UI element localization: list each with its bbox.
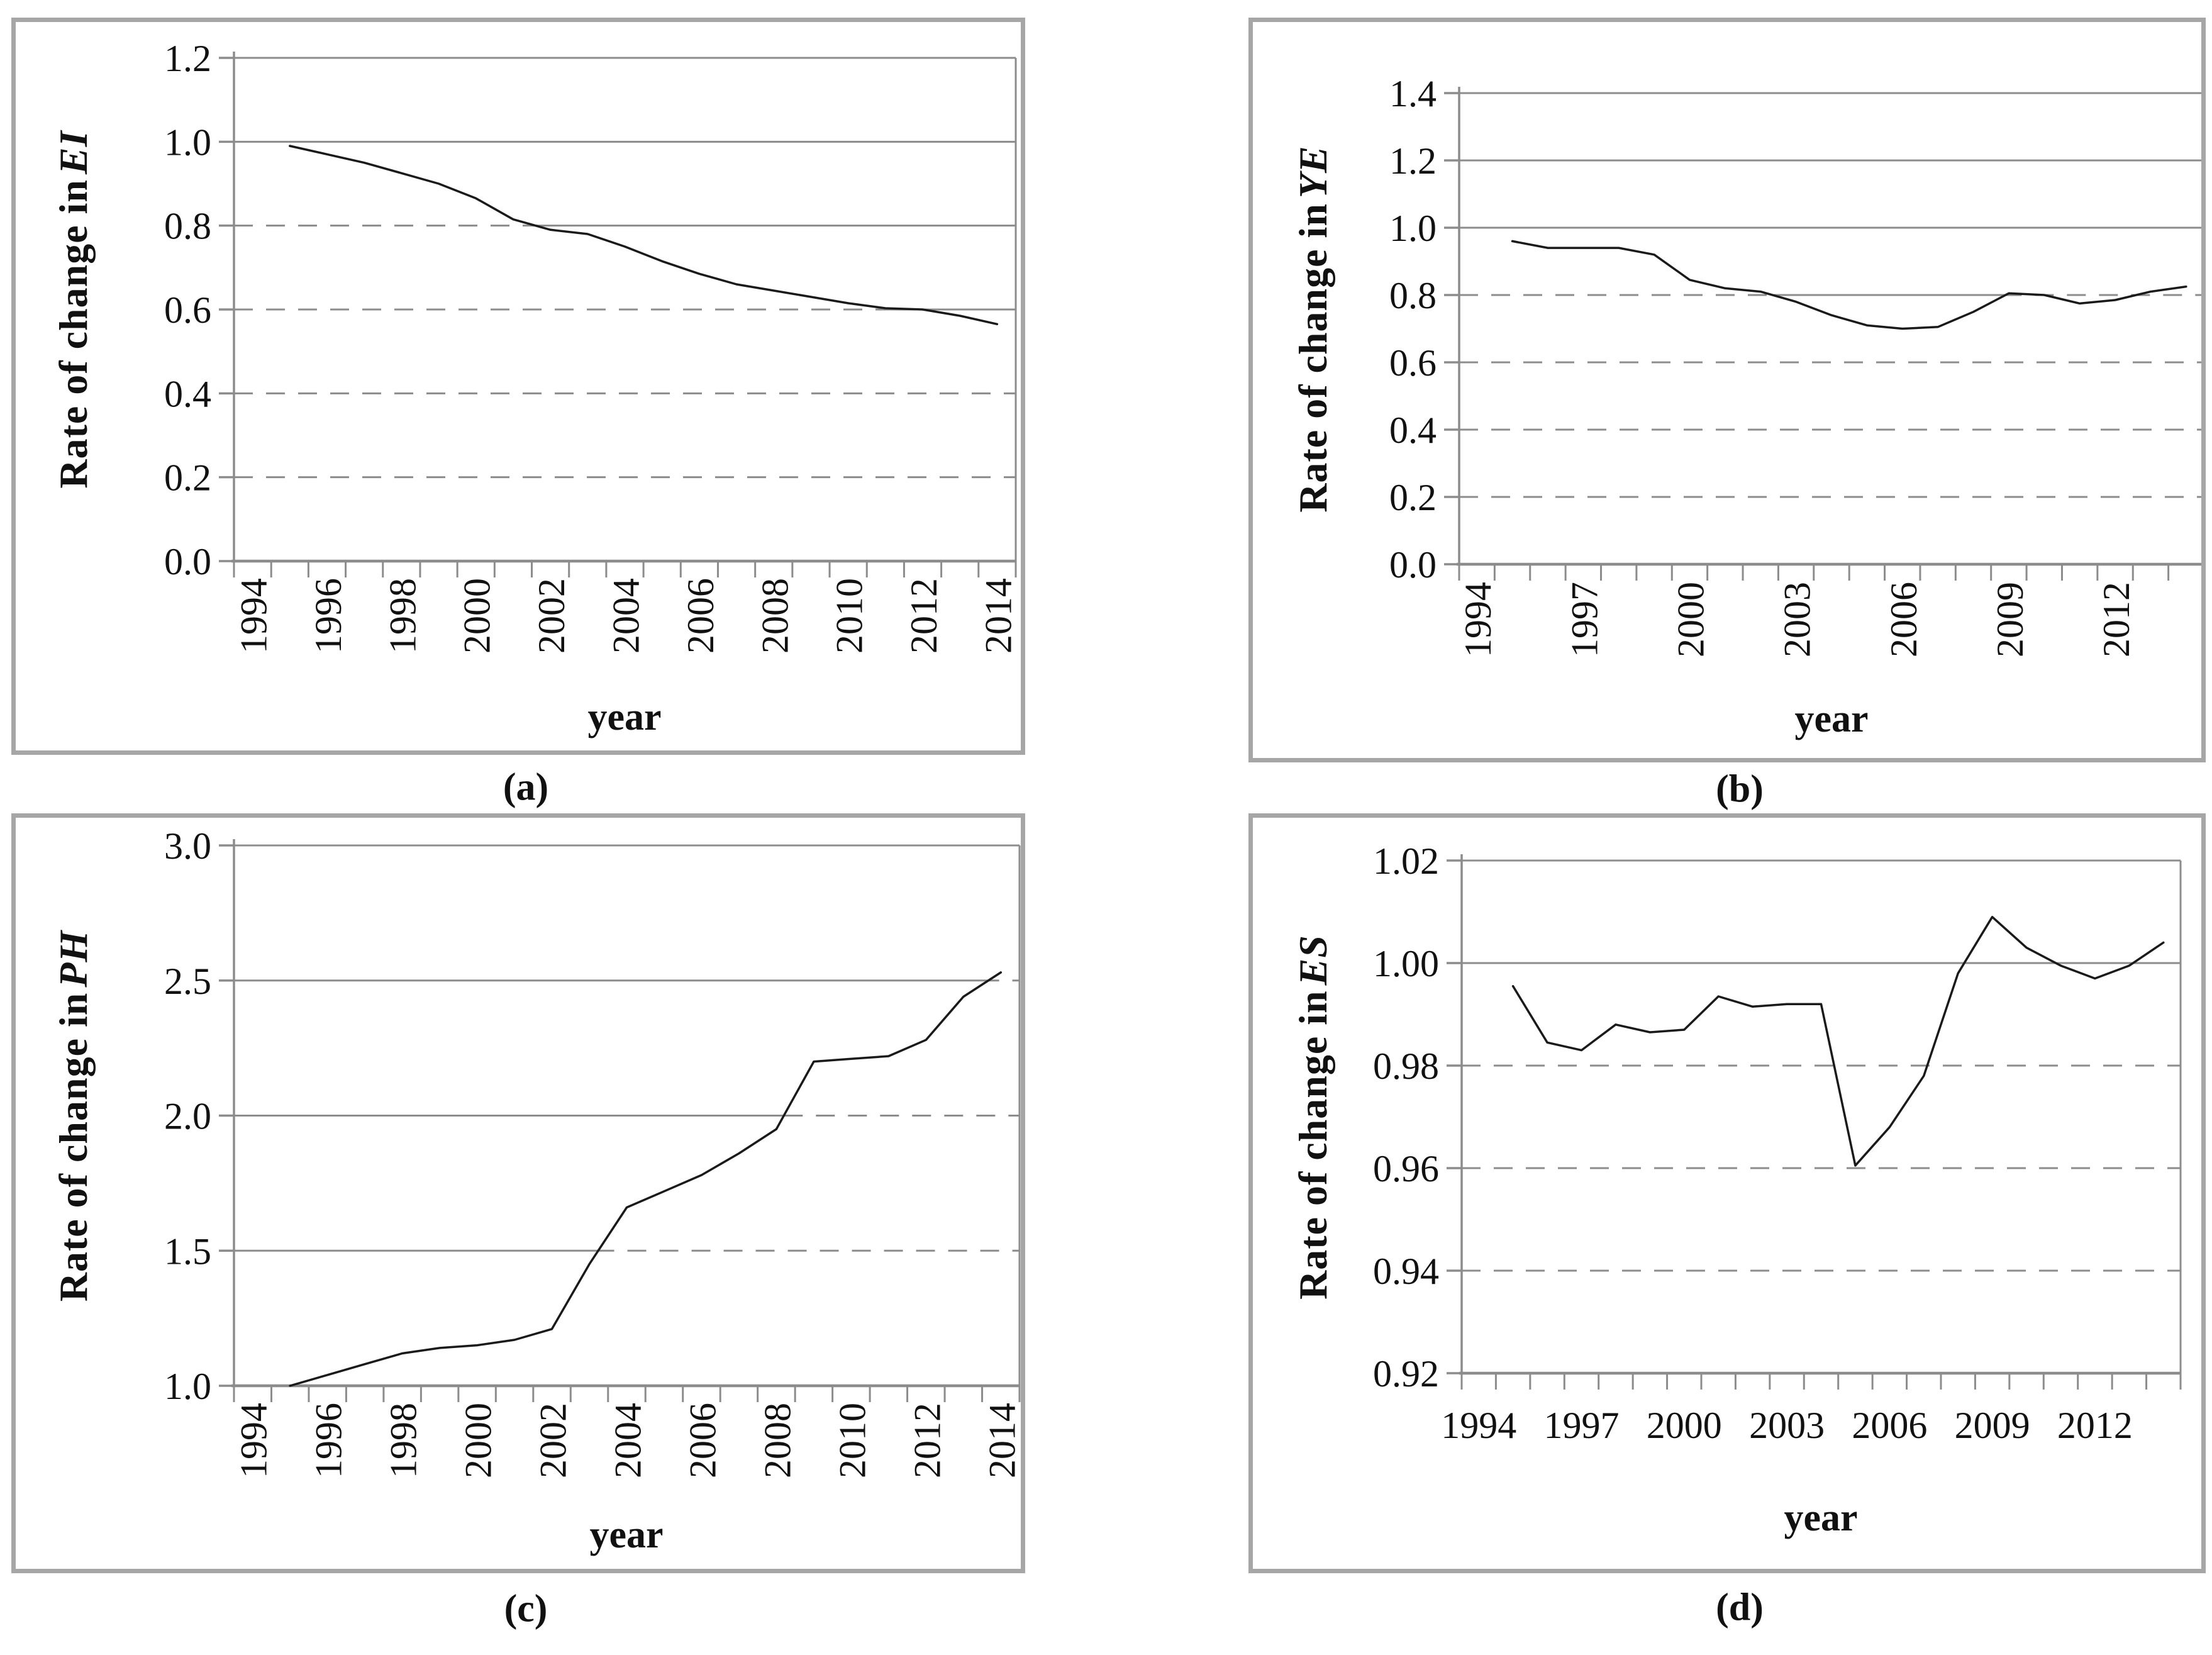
x-tick-label: 2010 — [831, 1403, 873, 1478]
y-tick-label: 0.6 — [164, 289, 211, 331]
y-tick-label: 1.0 — [164, 121, 211, 163]
y-axis-variable: YE — [1291, 145, 1335, 199]
y-axis-title-text: Rate of change in — [51, 992, 96, 1302]
x-tick-label: 2003 — [1777, 582, 1818, 657]
y-axis-title-text: Rate of change in — [51, 179, 96, 489]
y-tick-label: 1.5 — [164, 1230, 211, 1272]
x-tick-label: 2004 — [608, 1403, 649, 1478]
x-tick-label: 2000 — [1670, 582, 1711, 657]
y-axis-title: Rate of change inPH — [50, 930, 97, 1302]
x-axis-title: year — [1784, 1496, 1857, 1539]
chart-panel-c: 1.0 1.5 2.0 2.5 3.0 1994 1996 1998 2000 2002 2004 2… — [11, 813, 1025, 1573]
x-tick-label: 2012 — [2096, 582, 2137, 657]
y-axis-title-text: Rate of change in — [1291, 990, 1335, 1300]
y-axis-title: Rate of change inYE — [1290, 145, 1337, 512]
x-axis-title: year — [587, 696, 661, 738]
x-tick-label: 2010 — [829, 578, 870, 654]
x-axis-title: year — [589, 1513, 663, 1556]
x-tick-label: 1996 — [308, 578, 349, 654]
y-axis-title: Rate of change in EI — [50, 130, 97, 488]
y-tick-label: 1.2 — [1389, 140, 1437, 182]
y-tick-label: 0.96 — [1373, 1148, 1439, 1190]
x-tick-label: 2002 — [531, 578, 572, 654]
data-series-line — [289, 971, 1003, 1387]
x-tick-label: 2006 — [1883, 582, 1925, 657]
x-tick-label: 2003 — [1749, 1405, 1825, 1446]
y-tick-label: 0.0 — [1389, 544, 1437, 586]
y-axis-title-text: Rate of change in — [1291, 203, 1335, 513]
y-tick-label: 0.2 — [1389, 477, 1437, 518]
x-tick-label: 2006 — [1852, 1405, 1927, 1446]
x-tick-label: 1998 — [383, 1403, 425, 1478]
chart-panel-b: 0.0 0.2 0.4 0.6 0.8 1.0 1.2 1.4 1994 1997 2000 2003… — [1248, 18, 2206, 762]
y-tick-label: 2.0 — [164, 1096, 211, 1137]
y-tick-label: 0.94 — [1373, 1251, 1439, 1292]
x-tick-label: 2014 — [977, 578, 1019, 654]
line-chart-es: 0.92 0.94 0.96 0.98 1.00 1.02 1994 1997 2000 2003… — [1373, 840, 2182, 1539]
y-tick-label: 0.98 — [1373, 1045, 1439, 1087]
y-tick-label: 1.00 — [1373, 943, 1439, 984]
x-tick-label: 2008 — [757, 1403, 798, 1478]
x-tick-label: 2009 — [1989, 582, 2031, 657]
y-tick-label: 0.8 — [164, 206, 211, 247]
x-tick-label: 2012 — [906, 1403, 948, 1478]
x-tick-label: 1997 — [1544, 1405, 1620, 1446]
y-tick-label: 0.92 — [1373, 1353, 1439, 1395]
line-chart-ei: 0.0 0.2 0.4 0.6 0.8 1.0 1.2 1994 1996 1998 2000 200… — [164, 38, 1019, 738]
line-chart-ye: 0.0 0.2 0.4 0.6 0.8 1.0 1.2 1.4 1994 1997 2000 2003… — [1389, 73, 2201, 740]
y-axis-variable: PH — [51, 930, 96, 988]
x-tick-label: 2000 — [457, 578, 498, 654]
y-tick-label: 0.8 — [1389, 275, 1437, 316]
caption-d: (d) — [1716, 1586, 1764, 1629]
y-tick-label: 0.4 — [164, 373, 211, 415]
y-tick-label: 1.4 — [1389, 73, 1437, 114]
caption-b: (b) — [1716, 767, 1764, 811]
y-tick-label: 0.4 — [1389, 410, 1437, 451]
x-tick-label: 1996 — [308, 1403, 350, 1478]
chart-panel-d: 0.92 0.94 0.96 0.98 1.00 1.02 1994 1997 2000 2003… — [1248, 813, 2206, 1573]
x-tick-label: 1998 — [382, 578, 423, 654]
y-axis-variable: EI — [51, 130, 96, 174]
data-series-line — [1511, 915, 2165, 1167]
chart-panel-a: 0.0 0.2 0.4 0.6 0.8 1.0 1.2 1994 1996 1998 2000 200… — [11, 18, 1025, 755]
y-tick-label: 2.5 — [164, 961, 211, 1002]
x-tick-label: 1994 — [1457, 582, 1499, 657]
y-tick-label: 1.0 — [164, 1366, 211, 1407]
x-tick-label: 2008 — [754, 578, 796, 654]
data-series-line — [289, 145, 999, 326]
x-tick-label: 2012 — [2057, 1405, 2133, 1446]
x-tick-label: 1997 — [1564, 582, 1605, 657]
caption-c: (c) — [504, 1587, 548, 1630]
data-series-line — [1511, 240, 2187, 330]
y-tick-label: 0.2 — [164, 457, 211, 499]
x-tick-label: 2006 — [682, 1403, 723, 1478]
x-tick-label: 1994 — [233, 578, 275, 654]
y-tick-label: 1.2 — [164, 38, 211, 79]
x-tick-label: 2000 — [1647, 1405, 1722, 1446]
x-tick-label: 2014 — [981, 1403, 1021, 1478]
caption-a: (a) — [503, 766, 549, 809]
y-tick-label: 0.0 — [164, 541, 211, 582]
y-tick-label: 0.6 — [1389, 342, 1437, 384]
x-tick-label: 1994 — [233, 1403, 275, 1478]
x-tick-label: 2002 — [533, 1403, 574, 1478]
x-tick-label: 2012 — [903, 578, 945, 654]
x-tick-label: 2006 — [680, 578, 721, 654]
y-tick-label: 3.0 — [164, 825, 211, 867]
y-axis-title: Rate of change inES — [1290, 935, 1337, 1300]
x-tick-label: 2000 — [458, 1403, 499, 1478]
x-tick-label: 2004 — [606, 578, 647, 654]
x-axis-title: year — [1794, 698, 1868, 740]
y-axis-variable: ES — [1291, 935, 1335, 986]
x-tick-label: 2009 — [1955, 1405, 2030, 1446]
y-tick-label: 1.0 — [1389, 208, 1437, 249]
line-chart-ph: 1.0 1.5 2.0 2.5 3.0 1994 1996 1998 2000 2002 2004 2… — [164, 825, 1021, 1556]
x-tick-label: 1994 — [1441, 1405, 1516, 1446]
y-tick-label: 1.02 — [1373, 840, 1439, 882]
